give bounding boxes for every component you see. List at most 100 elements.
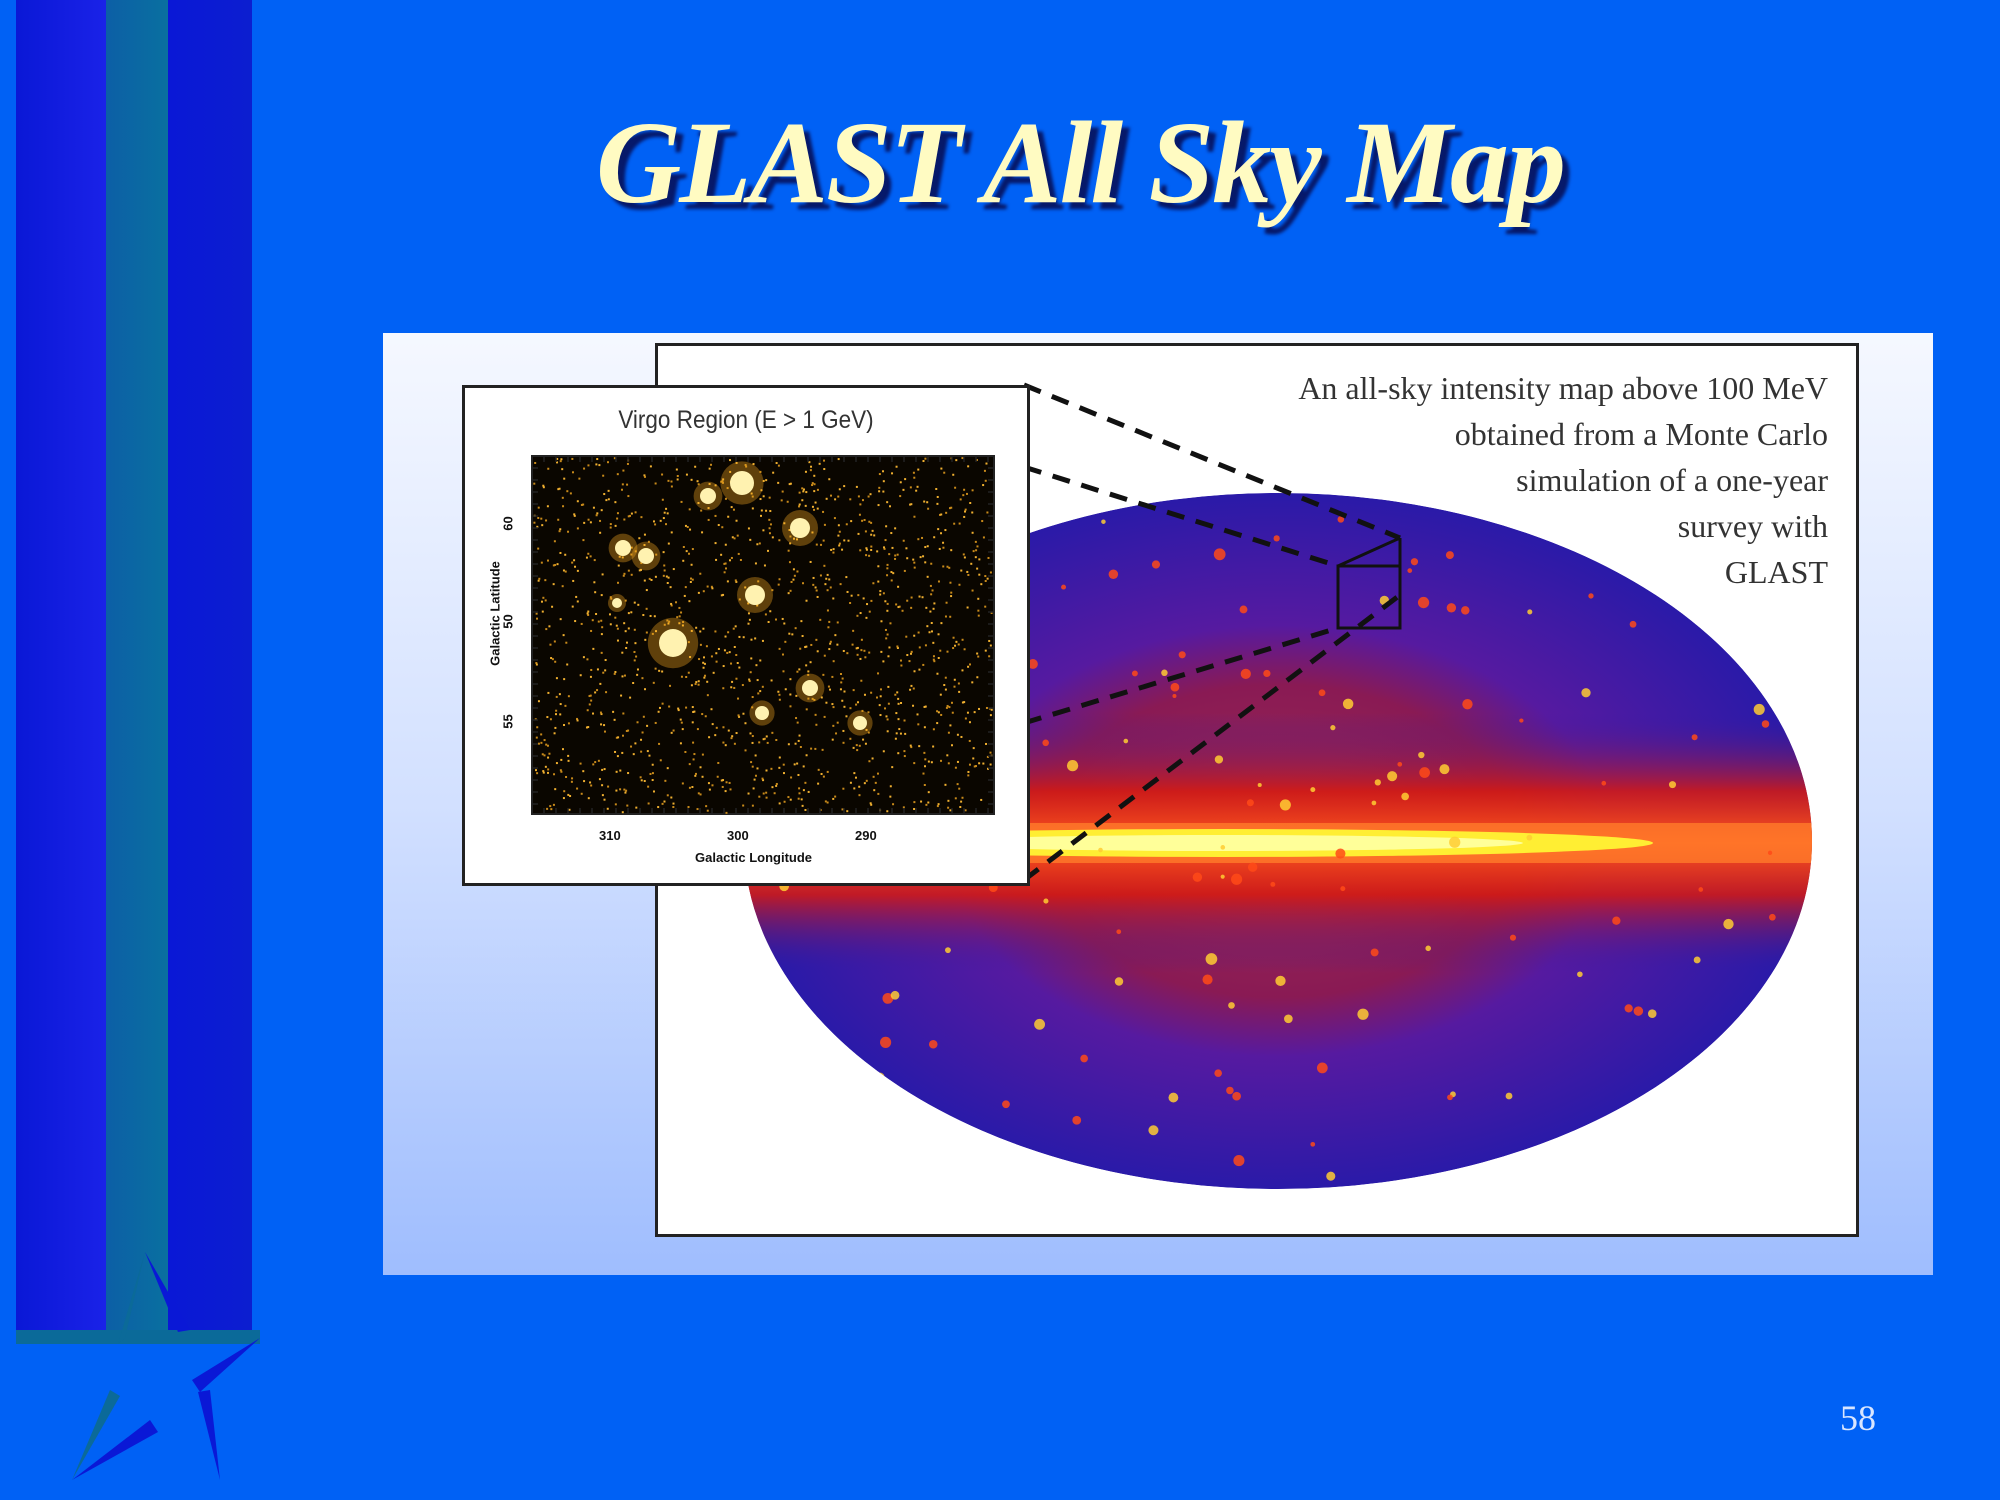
- noise-speck: [917, 538, 920, 541]
- noise-speck: [724, 562, 727, 565]
- noise-speck: [672, 802, 675, 805]
- sky-source: [1213, 548, 1226, 561]
- noise-speck: [678, 606, 681, 609]
- noise-speck: [616, 517, 619, 520]
- noise-speck: [711, 784, 714, 787]
- noise-speck: [555, 709, 558, 712]
- noise-speck: [684, 586, 687, 589]
- left-stripe-dark-blue-2: [168, 0, 252, 1330]
- noise-speck: [688, 552, 691, 555]
- noise-speck: [630, 512, 633, 515]
- noise-speck: [644, 688, 647, 691]
- noise-speck: [571, 457, 574, 460]
- inset-source: [802, 680, 818, 696]
- noise-speck: [748, 680, 751, 683]
- noise-speck: [670, 604, 673, 607]
- noise-speck: [687, 671, 690, 674]
- noise-speck: [726, 487, 729, 490]
- noise-speck: [978, 573, 981, 576]
- noise-speck: [940, 713, 943, 716]
- noise-speck: [932, 728, 935, 731]
- noise-speck: [882, 750, 885, 753]
- noise-speck: [971, 531, 974, 534]
- noise-speck: [937, 803, 940, 806]
- noise-speck: [630, 573, 633, 576]
- noise-speck: [937, 633, 940, 636]
- noise-speck: [980, 583, 983, 586]
- noise-speck: [621, 556, 624, 559]
- noise-speck: [897, 718, 900, 721]
- noise-speck: [831, 738, 834, 741]
- noise-speck: [869, 493, 872, 496]
- noise-speck: [940, 622, 943, 625]
- noise-speck: [927, 760, 930, 763]
- noise-speck: [781, 617, 784, 620]
- noise-speck: [798, 787, 801, 790]
- sky-source: [1629, 620, 1637, 628]
- noise-speck: [717, 524, 720, 527]
- inset-x-axis-label: Galactic Longitude: [695, 850, 813, 865]
- noise-speck: [800, 620, 803, 623]
- noise-speck: [789, 798, 792, 801]
- noise-speck: [887, 702, 890, 705]
- noise-speck: [729, 459, 732, 462]
- noise-speck: [756, 604, 759, 607]
- noise-speck: [829, 586, 832, 589]
- noise-speck: [587, 613, 590, 616]
- noise-speck: [627, 772, 630, 775]
- noise-speck: [646, 750, 649, 753]
- noise-speck: [542, 771, 545, 774]
- noise-speck: [838, 544, 841, 547]
- noise-speck: [903, 750, 906, 753]
- noise-speck: [540, 517, 543, 520]
- noise-speck: [920, 800, 923, 803]
- noise-speck: [643, 475, 646, 478]
- noise-speck: [923, 705, 926, 708]
- noise-speck: [928, 631, 931, 634]
- noise-speck: [930, 621, 933, 624]
- noise-speck: [628, 514, 631, 517]
- noise-speck: [982, 484, 985, 487]
- noise-speck: [540, 561, 543, 564]
- noise-speck: [621, 811, 624, 814]
- noise-speck: [829, 688, 832, 691]
- noise-speck: [963, 488, 966, 491]
- sky-source: [1446, 603, 1457, 613]
- noise-speck: [863, 782, 866, 785]
- noise-speck: [913, 808, 916, 811]
- caption-line: GLAST: [1724, 554, 1828, 590]
- noise-speck: [726, 580, 729, 583]
- noise-speck: [885, 525, 888, 528]
- noise-speck: [829, 642, 832, 645]
- noise-speck: [535, 662, 538, 665]
- noise-speck: [661, 802, 664, 805]
- noise-speck: [600, 651, 603, 654]
- noise-speck: [886, 501, 889, 504]
- noise-speck: [830, 494, 833, 497]
- noise-speck: [867, 731, 870, 734]
- sky-source: [1410, 558, 1419, 566]
- noise-speck: [634, 511, 637, 514]
- noise-speck: [672, 568, 675, 571]
- noise-speck: [875, 696, 878, 699]
- sky-source: [1027, 658, 1038, 669]
- y-tick-label: 60: [500, 516, 516, 531]
- noise-speck: [924, 561, 927, 564]
- noise-speck: [837, 458, 840, 461]
- noise-speck: [714, 734, 717, 737]
- noise-speck: [958, 690, 961, 693]
- noise-speck: [696, 480, 699, 483]
- noise-speck: [760, 509, 763, 512]
- noise-speck: [768, 527, 771, 530]
- noise-speck: [563, 477, 566, 480]
- noise-speck: [956, 783, 959, 786]
- noise-speck: [735, 519, 738, 522]
- noise-speck: [927, 507, 930, 510]
- noise-speck: [819, 618, 822, 621]
- noise-speck: [747, 792, 750, 795]
- noise-speck: [747, 602, 750, 605]
- noise-speck: [596, 458, 599, 461]
- sky-source: [1767, 850, 1773, 855]
- noise-speck: [601, 784, 604, 787]
- sky-source: [1002, 1100, 1010, 1109]
